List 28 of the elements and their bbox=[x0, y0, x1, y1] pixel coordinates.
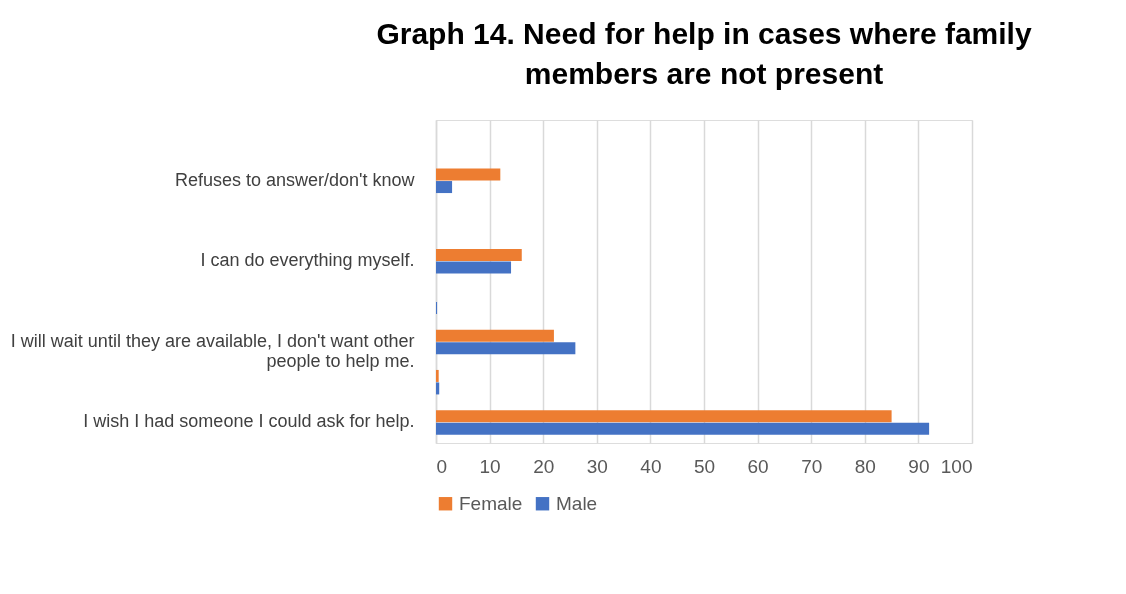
chart-title: Graph 14. Need for help in cases where family members are not present bbox=[376, 17, 1032, 90]
bar bbox=[436, 410, 892, 423]
bar bbox=[436, 422, 930, 435]
bar bbox=[436, 342, 576, 355]
y-tick-label: I will wait until they are available, I don't want other people to help me. bbox=[10, 330, 415, 371]
legend-label: Male bbox=[556, 492, 598, 514]
bar bbox=[436, 168, 501, 181]
x-tick-label: 20 bbox=[533, 455, 555, 477]
bar bbox=[436, 261, 512, 274]
x-tick-label: 80 bbox=[854, 455, 876, 477]
bar bbox=[436, 181, 453, 194]
x-tick-label: 0 bbox=[436, 455, 448, 477]
x-tick-label: 90 bbox=[908, 455, 930, 477]
bar bbox=[436, 369, 439, 382]
bar bbox=[436, 249, 522, 262]
x-tick-label: 40 bbox=[640, 455, 662, 477]
x-tick-label: 60 bbox=[747, 455, 769, 477]
bar bbox=[436, 382, 440, 395]
x-tick-label: 10 bbox=[479, 455, 501, 477]
x-tick-label: 30 bbox=[586, 455, 608, 477]
y-tick-label: I wish I had someone I could ask for help. bbox=[83, 411, 415, 432]
legend-label: Female bbox=[459, 492, 523, 514]
y-tick-label: I can do everything myself. bbox=[200, 250, 415, 271]
x-tick-label: 70 bbox=[801, 455, 823, 477]
x-tick-label: 50 bbox=[693, 455, 716, 477]
x-tick-label: 100 bbox=[940, 455, 973, 477]
y-tick-label: Refuses to answer/don't know bbox=[174, 169, 416, 190]
bar bbox=[436, 329, 554, 342]
